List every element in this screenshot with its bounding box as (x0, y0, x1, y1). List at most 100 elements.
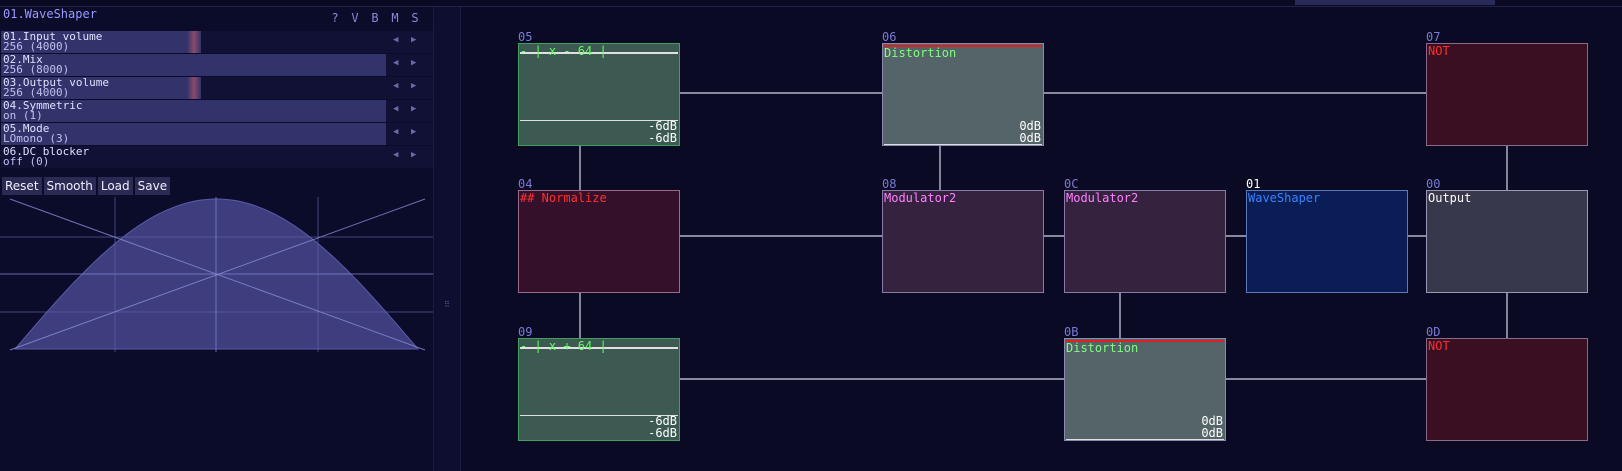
bypass-flag-button[interactable]: B (371, 11, 379, 25)
node-waveshaper-selected[interactable]: WaveShaper (1246, 190, 1408, 293)
decrement-arrow-icon[interactable]: ◀ (393, 58, 399, 68)
decrement-arrow-icon[interactable]: ◀ (393, 104, 399, 114)
node-top-meter (884, 45, 1042, 47)
reset-button[interactable]: Reset (2, 177, 42, 195)
top-scrollbar-thumb[interactable] (1295, 0, 1495, 5)
node-id: 00 (1426, 177, 1441, 191)
mute-flag-button[interactable]: M (391, 11, 399, 25)
param-level-bar (1, 31, 191, 53)
node-title: WaveShaper (1248, 191, 1321, 205)
help-flag-button[interactable]: ? (331, 11, 339, 25)
node-title: - | x + 64 | (520, 339, 607, 353)
node-modulator2[interactable]: Modulator2 (882, 190, 1044, 293)
increment-arrow-icon[interactable]: ▶ (411, 104, 417, 114)
node-distortion[interactable]: Distortion 0dB 0dB (882, 43, 1044, 146)
module-graph-canvas[interactable]: 05 - | x - 64 | -6dB -6dB 06 Distortion … (460, 7, 1622, 471)
node-modulator2-second[interactable]: Modulator2 (1064, 190, 1226, 293)
node-id: 01 (1246, 177, 1261, 191)
waveshaper-curve-editor[interactable] (0, 197, 433, 357)
node-title: NOT (1428, 339, 1450, 353)
node-title: ## Normalize (520, 191, 607, 205)
panel-splitter[interactable]: ⠿ (433, 7, 461, 471)
param-name: 01.Input volume (3, 30, 103, 43)
node-level-meter (1066, 439, 1224, 440)
solo-flag-button[interactable]: S (411, 11, 419, 25)
param-value: 256 (4000) (3, 40, 70, 53)
param-output-volume[interactable]: 03.Output volume 256 (4000) ◀ ▶ (1, 77, 433, 99)
param-level-marker (187, 31, 201, 53)
node-level-left: 0dB (1019, 119, 1041, 133)
node-top-meter (1066, 340, 1224, 342)
diagonal-guide-line (9, 198, 426, 351)
param-level-bar (1, 100, 386, 122)
param-value: off (0) (3, 155, 50, 168)
node-level-right: 0dB (1019, 131, 1041, 145)
node-output[interactable]: Output (1426, 190, 1588, 293)
param-name: 03.Output volume (3, 76, 109, 89)
node-id: 0D (1426, 325, 1441, 339)
increment-arrow-icon[interactable]: ▶ (411, 81, 417, 91)
node-level-left: -6dB (648, 414, 677, 428)
param-name: 02.Mix (3, 53, 43, 66)
param-level-bar (1, 77, 191, 99)
node-title: Distortion (1066, 341, 1139, 355)
param-level-bar (1, 54, 386, 76)
decrement-arrow-icon[interactable]: ◀ (393, 81, 399, 91)
node-level-right: -6dB (648, 426, 677, 440)
node-id: 07 (1426, 30, 1441, 44)
increment-arrow-icon[interactable]: ▶ (411, 35, 417, 45)
splitter-grip-icon[interactable]: ⠿ (444, 300, 450, 309)
node-not[interactable]: NOT (1426, 43, 1588, 146)
increment-arrow-icon[interactable]: ▶ (411, 58, 417, 68)
node-title: NOT (1428, 44, 1450, 58)
node-not-second[interactable]: NOT (1426, 338, 1588, 441)
node-level-meter (884, 144, 1042, 145)
node-title: Distortion (884, 46, 957, 60)
node-level-right: 0dB (1201, 426, 1223, 440)
node-level-left: 0dB (1201, 414, 1223, 428)
param-level-bar (1, 123, 386, 145)
module-properties-panel: 01.WaveShaper ? V B M S 01.Input volume 256 … (0, 7, 433, 471)
param-value: on (1) (3, 109, 43, 122)
param-name: 06.DC blocker (3, 145, 90, 158)
visualizer-flag-button[interactable]: V (351, 11, 359, 25)
param-dc-blocker[interactable]: 06.DC blocker off (0) ◀ ▶ (1, 146, 433, 168)
save-button[interactable]: Save (134, 177, 171, 195)
node-level-left: -6dB (648, 119, 677, 133)
param-symmetric[interactable]: 04.Symmetric on (1) ◀ ▶ (1, 100, 433, 122)
module-title: 01.WaveShaper (3, 7, 97, 21)
param-value: 256 (4000) (3, 86, 70, 99)
increment-arrow-icon[interactable]: ▶ (411, 150, 417, 160)
node-title: Modulator2 (1066, 191, 1139, 205)
param-input-volume[interactable]: 01.Input volume 256 (4000) ◀ ▶ (1, 31, 433, 53)
param-value: LOmono (3) (3, 132, 70, 145)
node-top-meter (520, 52, 678, 54)
node-abs-minus-64[interactable]: - | x - 64 | -6dB -6dB (518, 43, 680, 146)
decrement-arrow-icon[interactable]: ◀ (393, 35, 399, 45)
node-id: 0B (1064, 325, 1079, 339)
decrement-arrow-icon[interactable]: ◀ (393, 127, 399, 137)
node-distortion-second[interactable]: Distortion 0dB 0dB (1064, 338, 1226, 441)
node-level-meter (520, 120, 678, 121)
param-name: 04.Symmetric (3, 99, 83, 112)
param-mix[interactable]: 02.Mix 256 (8000) ◀ ▶ (1, 54, 433, 76)
node-id: 0C (1064, 177, 1079, 191)
node-level-meter (520, 415, 678, 416)
node-title: Modulator2 (884, 191, 957, 205)
param-value: 256 (8000) (3, 63, 70, 76)
node-id: 06 (882, 30, 897, 44)
node-top-meter (520, 347, 678, 349)
curve-button-row: Reset Smooth Load Save (2, 177, 172, 195)
top-scrollbar-track[interactable] (0, 0, 1622, 7)
node-id: 04 (518, 177, 533, 191)
load-button[interactable]: Load (97, 177, 133, 195)
param-mode[interactable]: 05.Mode LOmono (3) ◀ ▶ (1, 123, 433, 145)
decrement-arrow-icon[interactable]: ◀ (393, 150, 399, 160)
node-id: 05 (518, 30, 533, 44)
increment-arrow-icon[interactable]: ▶ (411, 127, 417, 137)
module-flags: ? V B M S (325, 11, 425, 25)
node-title: Output (1428, 191, 1472, 205)
node-normalize[interactable]: ## Normalize (518, 190, 680, 293)
node-abs-plus-64[interactable]: - | x + 64 | -6dB -6dB (518, 338, 680, 441)
smooth-button[interactable]: Smooth (43, 177, 96, 195)
